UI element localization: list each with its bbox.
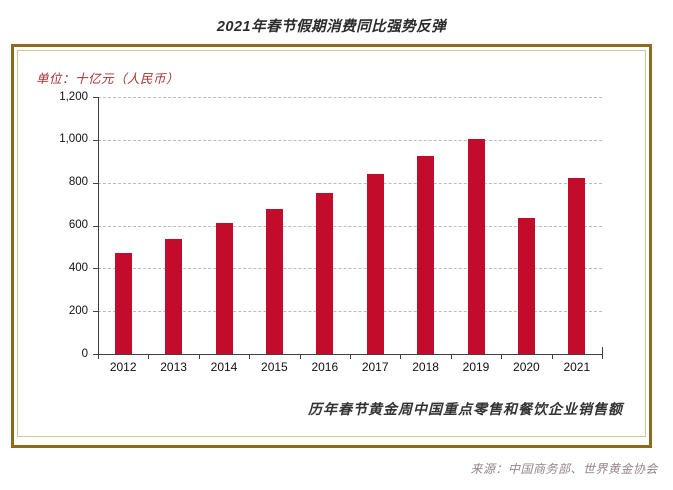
x-axis-label-2021: 2021 [563,360,591,374]
x-axis-label-2017: 2017 [361,360,389,374]
x-axis-tick-5 [350,355,351,359]
bar-2020 [517,218,535,354]
bar-2014 [215,223,233,354]
gridline-800 [98,182,602,184]
unit-label: 单位：十亿元（人民币） [36,72,180,86]
x-axis-line [98,354,603,355]
x-axis-label-2016: 2016 [311,360,339,374]
gridline-1000 [98,139,602,141]
x-axis-label-2014: 2014 [210,360,238,374]
y-axis-label-200: 200 [68,304,88,317]
bar-2017 [366,174,384,354]
x-axis-label-2012: 2012 [109,360,137,374]
chart-caption: 历年春节黄金周中国重点零售和餐饮企业销售额 [308,401,623,417]
y-axis-tick-800 [93,182,98,184]
x-axis-tick-1 [148,355,150,359]
x-axis-tick-10 [602,355,603,359]
x-axis-tick-3 [249,355,251,359]
y-axis-tick-1200 [93,97,98,98]
x-axis-tick-9 [551,355,553,359]
bar-2016 [316,192,334,354]
y-axis-label-400: 400 [68,261,88,274]
x-axis-label-2018: 2018 [412,360,439,374]
source-attribution: 来源：中国商务部、世界黄金协会 [470,462,658,476]
y-axis-tick-600 [93,225,98,227]
x-axis-label-2020: 2020 [513,360,540,374]
bar-2021 [568,178,586,354]
y-axis-tick-0 [93,354,98,355]
x-axis-end-tick [602,347,603,354]
x-axis-tick-7 [450,355,452,359]
x-axis-label-2013: 2013 [160,360,187,374]
gridline-400 [98,268,602,270]
bar-2019 [467,138,485,354]
y-axis-label-600: 600 [68,219,88,231]
y-axis-label-1000: 1,000 [59,133,88,146]
y-axis-label-800: 800 [68,176,88,189]
bar-2018 [417,155,435,354]
x-axis-tick-0 [98,355,99,359]
x-axis-tick-8 [501,355,503,359]
y-axis-label-0: 0 [81,347,88,360]
page-title: 2021年春节假期消费同比强势反弹 [216,19,447,35]
y-axis-line [98,97,99,354]
gridline-200 [98,311,602,313]
gridline-600 [98,225,602,227]
x-axis-tick-6 [400,355,402,359]
gridline-1200 [98,97,602,98]
x-axis-tick-2 [198,355,200,359]
x-axis-label-2015: 2015 [261,360,288,374]
bar-2013 [165,238,183,354]
y-axis-tick-1000 [93,139,98,141]
bar-2012 [114,253,132,354]
y-axis-label-1200: 1,200 [59,90,88,103]
x-axis-tick-4 [299,355,301,359]
y-axis-tick-400 [93,268,98,270]
y-axis-tick-200 [93,311,98,313]
bar-2015 [265,208,283,354]
x-axis-label-2019: 2019 [462,360,490,374]
